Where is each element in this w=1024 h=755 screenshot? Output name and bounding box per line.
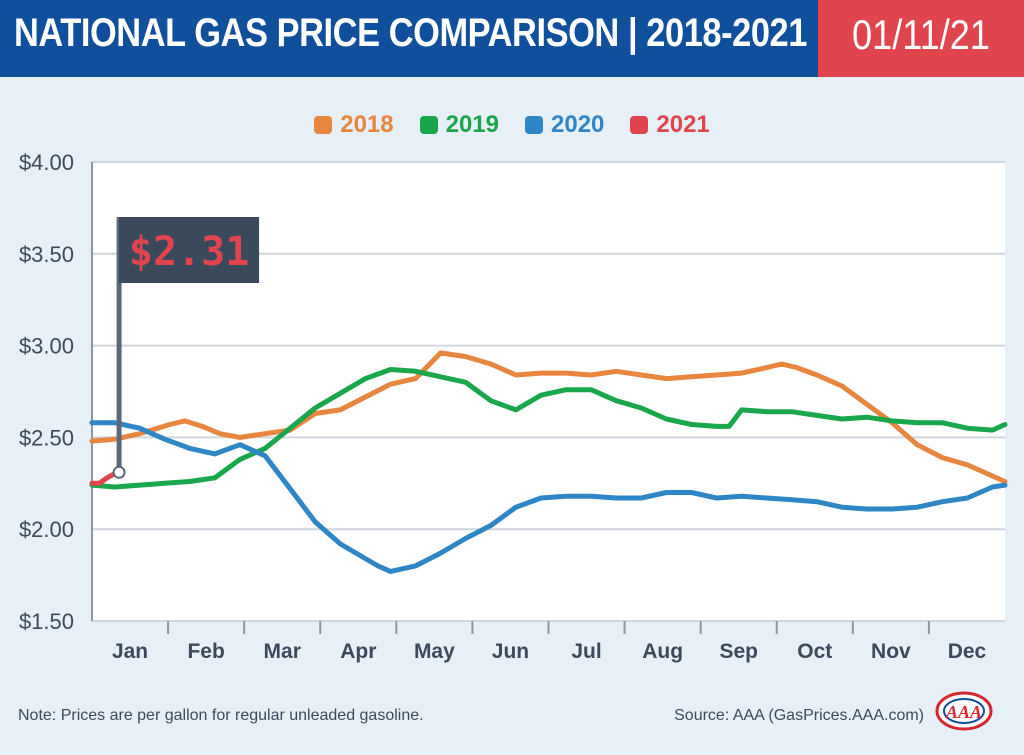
legend-label: 2020: [551, 111, 605, 138]
legend-swatch: [419, 116, 438, 134]
x-tick-label: Apr: [340, 640, 376, 663]
aaa-logo: AAA: [935, 691, 993, 731]
x-tick-label: Dec: [948, 640, 987, 663]
source-label: Source: AAA (GasPrices.AAA.com): [674, 707, 924, 724]
y-tick-label: $3.50: [19, 242, 74, 267]
x-tick-label: Aug: [642, 640, 683, 663]
series-line-2021: [89, 469, 120, 486]
x-tick-label: Jun: [492, 640, 529, 663]
legend-item-2020: 2020: [525, 111, 604, 139]
y-axis: $1.50 $2.00 $2.50 $3.00 $3.50 $4.00: [19, 150, 93, 634]
footnote: Note: Prices are per gallon for regular …: [18, 707, 424, 724]
legend-label: 2018: [340, 111, 394, 138]
y-tick-label: $1.50: [19, 609, 74, 634]
series-line-2018: [89, 350, 1008, 484]
x-tick-label: Nov: [871, 640, 911, 663]
current-price-marker: [112, 465, 126, 479]
legend-label: 2019: [445, 111, 499, 138]
x-tick-label: Jul: [571, 640, 601, 663]
legend-swatch: [525, 116, 543, 134]
legend-item-2021: 2021: [630, 111, 710, 139]
series-line-2020: [89, 420, 1008, 574]
chart-legend: 2018 2019 2020 2021: [0, 110, 1024, 140]
page-title: NATIONAL GAS PRICE COMPARISON | 2018-202…: [14, 11, 807, 55]
legend-label: 2021: [656, 111, 710, 138]
x-axis: Jan Feb Mar Apr May Jun Jul Aug Sep Oct Nov Dec: [112, 621, 987, 663]
x-tick-label: Feb: [187, 640, 224, 663]
x-tick-label: May: [414, 640, 455, 663]
legend-item-2019: 2019: [419, 111, 499, 139]
date-label: 01/11/21: [852, 11, 990, 58]
y-tick-label: $4.00: [19, 150, 74, 175]
legend-swatch: [314, 116, 333, 134]
y-tick-label: $2.50: [19, 425, 74, 450]
header-bar: NATIONAL GAS PRICE COMPARISON | 2018-202…: [0, 0, 1024, 77]
x-tick-label: Sep: [719, 640, 758, 663]
x-tick-label: Oct: [797, 640, 832, 663]
series-line-2019: [89, 367, 1008, 490]
date-badge: 01/11/21: [818, 0, 1024, 77]
series-lines: [89, 350, 1008, 574]
price-flag: $2.31: [112, 217, 260, 479]
y-tick-label: $3.00: [19, 334, 74, 359]
legend-item-2018: 2018: [314, 111, 394, 139]
x-tick-label: Jan: [112, 640, 148, 663]
current-price-label: $2.31: [129, 229, 249, 275]
flag-box: [119, 217, 260, 283]
x-tick-label: Mar: [264, 640, 301, 663]
legend-swatch: [630, 116, 649, 134]
svg-text:AAA: AAA: [945, 702, 982, 722]
y-tick-label: $2.00: [19, 517, 74, 542]
